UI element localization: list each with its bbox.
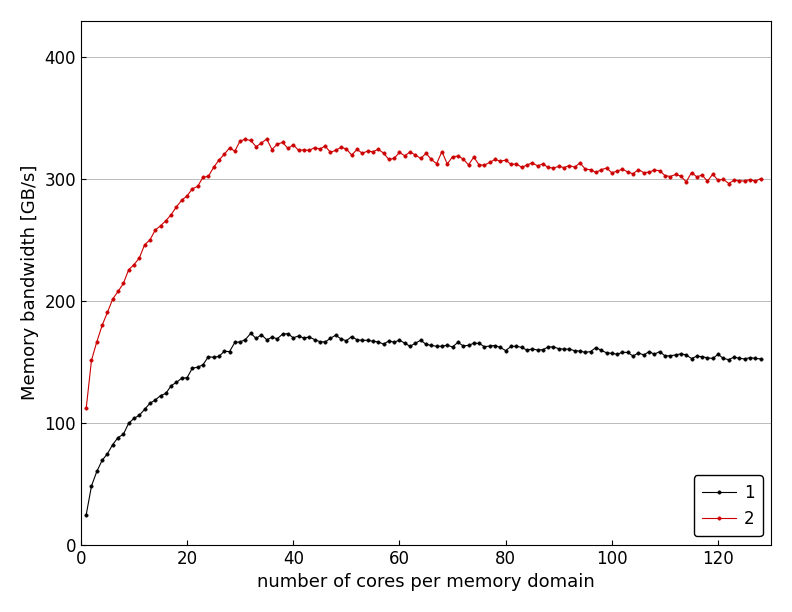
1	[665, 352, 675, 359]
2	[262, 135, 272, 143]
1	[437, 343, 447, 350]
2	[246, 137, 256, 144]
1	[82, 511, 91, 518]
2	[756, 175, 765, 182]
1	[363, 337, 372, 344]
2	[437, 148, 447, 155]
2	[665, 173, 675, 180]
2	[82, 405, 91, 412]
Line: 2: 2	[85, 137, 762, 410]
X-axis label: number of cores per memory domain: number of cores per memory domain	[257, 573, 595, 591]
Line: 1: 1	[85, 332, 762, 517]
1	[729, 354, 739, 361]
1	[756, 355, 765, 362]
Y-axis label: Memory bandwidth [GB/s]: Memory bandwidth [GB/s]	[21, 165, 39, 400]
1	[246, 329, 256, 337]
2	[337, 144, 346, 151]
2	[729, 176, 739, 184]
2	[363, 147, 372, 155]
Legend: 1, 2: 1, 2	[694, 476, 763, 536]
1	[337, 335, 346, 343]
1	[251, 335, 261, 342]
